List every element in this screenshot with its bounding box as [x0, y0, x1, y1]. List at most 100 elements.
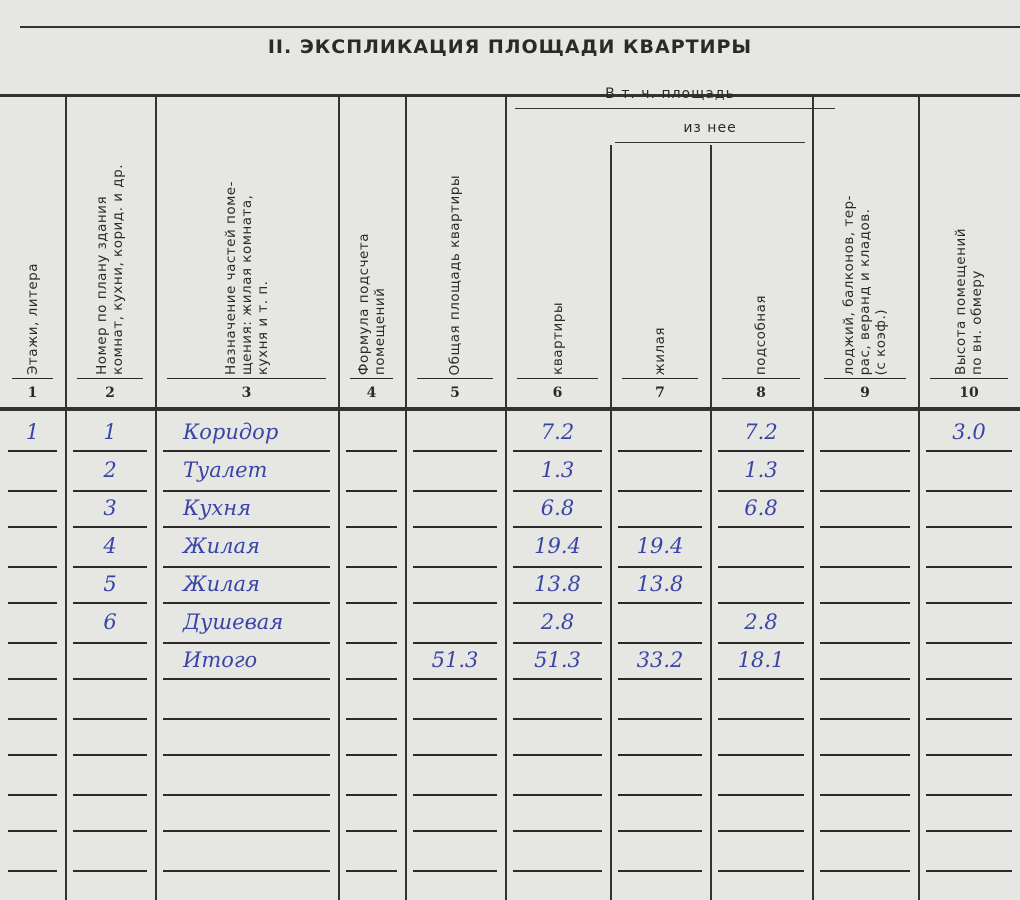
- row-rule: [820, 450, 910, 452]
- cell-living: 13.8: [636, 572, 684, 596]
- number-rule: [722, 378, 800, 379]
- number-rule: [12, 378, 53, 379]
- row-rule: [8, 526, 57, 528]
- column-number: 10: [959, 385, 979, 401]
- column-number: 9: [860, 385, 870, 401]
- row-rule: [413, 794, 497, 796]
- row-rule: [413, 678, 497, 680]
- row-rule: [73, 870, 147, 872]
- column-divider: [155, 95, 157, 900]
- row-rule: [413, 830, 497, 832]
- cell-aux: 2.8: [744, 610, 778, 634]
- row-rule: [718, 794, 804, 796]
- row-rule: [73, 566, 147, 568]
- row-rule: [73, 754, 147, 756]
- row-rule: [163, 870, 330, 872]
- row-rule: [926, 490, 1012, 492]
- row-rule: [618, 718, 702, 720]
- row-rule: [718, 602, 804, 604]
- row-rule: [718, 870, 804, 872]
- row-rule: [618, 602, 702, 604]
- row-rule: [73, 830, 147, 832]
- cell-apt: 13.8: [534, 572, 581, 596]
- column-divider: [610, 145, 612, 900]
- column-header-2: Номер по плану здания комнат, кухни, кор…: [94, 164, 126, 375]
- column-number: 6: [552, 385, 563, 401]
- column-number: 7: [655, 385, 665, 401]
- row-rule: [618, 566, 702, 568]
- cell-no: 4: [103, 534, 117, 558]
- row-rule: [718, 490, 804, 492]
- row-rule: [163, 678, 330, 680]
- number-rule: [77, 378, 143, 379]
- row-rule: [820, 566, 910, 568]
- row-rule: [718, 754, 804, 756]
- row-rule: [8, 642, 57, 644]
- column-number: 5: [450, 385, 460, 401]
- row-rule: [513, 602, 602, 604]
- row-rule: [8, 870, 57, 872]
- column-number: 3: [241, 385, 252, 401]
- row-rule: [163, 566, 330, 568]
- row-rule: [346, 526, 397, 528]
- cell-apt: 6.8: [540, 496, 575, 520]
- row-rule: [618, 642, 702, 644]
- number-rule: [417, 378, 493, 379]
- row-rule: [926, 642, 1012, 644]
- row-rule: [73, 718, 147, 720]
- row-rule: [718, 526, 804, 528]
- column-divider: [65, 95, 67, 900]
- row-rule: [926, 678, 1012, 680]
- row-rule: [413, 526, 497, 528]
- row-rule: [163, 490, 330, 492]
- cell-apt: 2.8: [540, 610, 575, 634]
- row-rule: [820, 642, 910, 644]
- row-rule: [8, 450, 57, 452]
- row-rule: [73, 602, 147, 604]
- row-rule: [513, 526, 602, 528]
- row-rule: [718, 678, 804, 680]
- row-rule: [820, 870, 910, 872]
- cell-no: 1: [103, 420, 117, 444]
- column-header-6: квартиры: [549, 302, 566, 375]
- row-rule: [618, 526, 702, 528]
- row-rule: [926, 754, 1012, 756]
- cell-total: 51.3: [431, 648, 479, 672]
- row-rule: [820, 678, 910, 680]
- row-rule: [8, 830, 57, 832]
- cell-name: Жилая: [183, 534, 260, 558]
- row-rule: [73, 526, 147, 528]
- column-number: 1: [27, 385, 38, 401]
- cell-aux: 6.8: [744, 496, 778, 520]
- row-rule: [513, 754, 602, 756]
- row-rule: [820, 718, 910, 720]
- cell-no: 3: [103, 496, 117, 520]
- row-rule: [618, 794, 702, 796]
- number-rule: [930, 378, 1008, 379]
- row-rule: [8, 490, 57, 492]
- number-rule: [517, 378, 598, 379]
- row-rule: [513, 794, 602, 796]
- row-rule: [413, 566, 497, 568]
- column-divider: [505, 95, 507, 900]
- row-rule: [718, 830, 804, 832]
- cell-no: 6: [103, 610, 117, 634]
- cell-aux: 1.3: [744, 458, 778, 482]
- column-header-4: Формула подсчета помещений: [355, 232, 388, 375]
- column-header-10: Высота помещений по вн. обмеру: [953, 227, 985, 375]
- column-header-9: лоджий, балконов, тер- рас, веранд и кла…: [841, 194, 889, 375]
- group-header: В т. ч. площадь: [605, 86, 735, 102]
- row-rule: [513, 566, 602, 568]
- subgroup-header: из нее: [683, 120, 737, 136]
- column-divider: [405, 95, 407, 900]
- cell-apt: 51.3: [534, 648, 581, 672]
- row-rule: [820, 602, 910, 604]
- page-title: II. ЭКСПЛИКАЦИЯ ПЛОЩАДИ КВАРТИРЫ: [267, 36, 753, 58]
- column-divider: [338, 95, 340, 900]
- row-rule: [163, 754, 330, 756]
- row-rule: [73, 678, 147, 680]
- row-rule: [926, 794, 1012, 796]
- row-rule: [513, 870, 602, 872]
- row-rule: [346, 794, 397, 796]
- row-rule: [820, 754, 910, 756]
